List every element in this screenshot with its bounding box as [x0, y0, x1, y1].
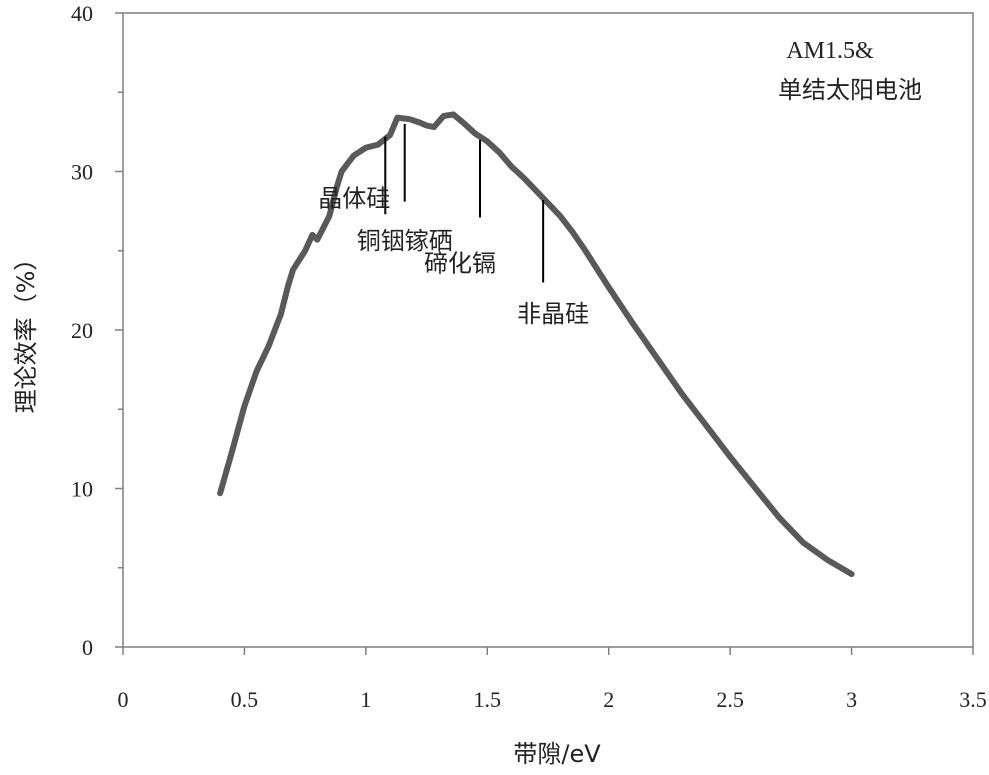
x-tick-label: 1.5 — [474, 687, 502, 712]
y-tick-label: 20 — [71, 318, 93, 343]
y-tick-label: 30 — [71, 160, 93, 185]
annotation-label: 碲化镉 — [424, 249, 496, 277]
legend-line-2: 单结太阳电池 — [778, 76, 922, 104]
y-axis-title: 理论效率（%） — [12, 247, 40, 414]
ticks: 0 10 20 30 40 0 0.5 1 1.5 2 2.5 3 3.5 — [71, 1, 987, 712]
x-tick-label: 0.5 — [231, 687, 259, 712]
x-tick-label: 0 — [118, 687, 129, 712]
annotation-label: 铜铟镓硒 — [357, 227, 453, 255]
x-tick-label: 2 — [603, 687, 614, 712]
y-tick-label: 0 — [82, 635, 93, 660]
legend-line-1: AM1.5& — [786, 38, 874, 64]
y-tick-label: 40 — [71, 1, 93, 26]
x-tick-label: 3 — [846, 687, 857, 712]
series-group — [217, 111, 855, 578]
y-tick-label: 10 — [71, 477, 93, 502]
plot-frame — [122, 12, 974, 648]
x-axis-title: 带隙/eV — [513, 740, 601, 768]
x-tick-label: 2.5 — [716, 687, 744, 712]
annotation-label: 非晶硅 — [517, 300, 589, 328]
x-tick-label: 1 — [360, 687, 371, 712]
efficiency-curve-0 — [217, 111, 855, 578]
x-tick-label: 3.5 — [959, 687, 987, 712]
axes — [122, 12, 974, 648]
annotation-label: 晶体硅 — [318, 184, 390, 212]
